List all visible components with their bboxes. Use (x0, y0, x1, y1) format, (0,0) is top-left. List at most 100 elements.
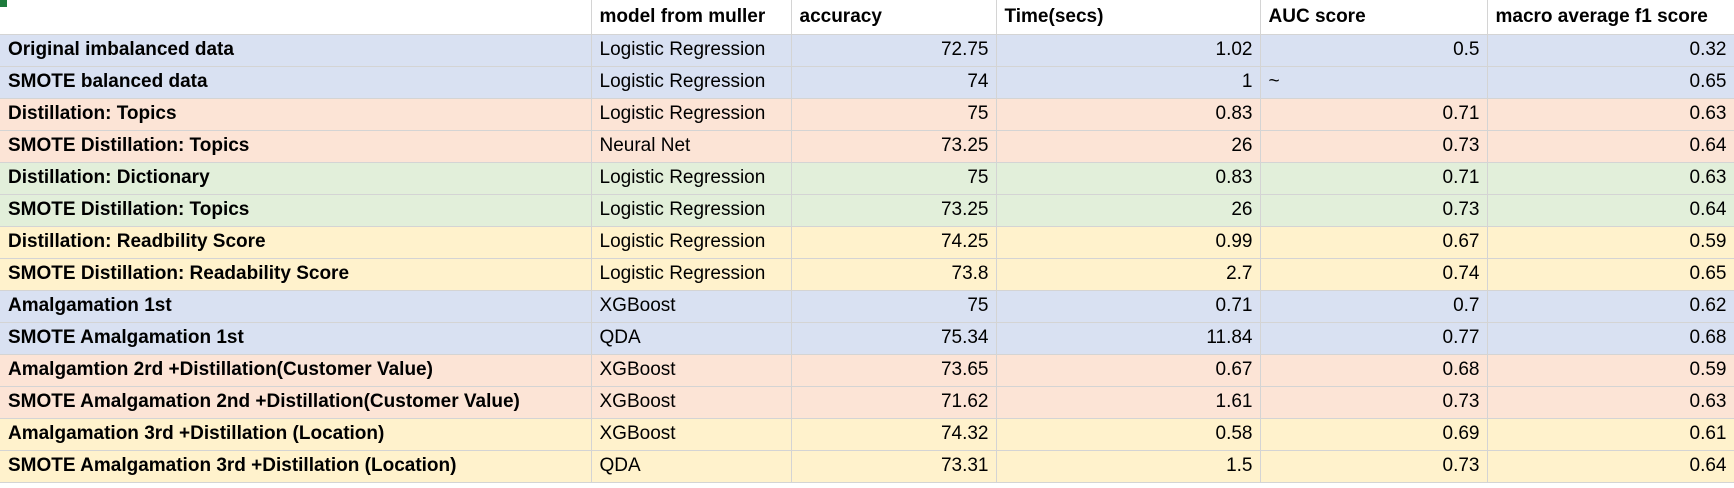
cell-accuracy[interactable]: 75.34 (791, 322, 997, 355)
table-row: Amalgamation 1st XGBoost 75 0.71 0.7 0.62 (0, 290, 1734, 323)
cell-accuracy[interactable]: 74.32 (791, 418, 997, 451)
cell-model[interactable]: XGBoost (591, 290, 792, 323)
cell-experiment-name[interactable]: SMOTE Distillation: Readability Score (0, 258, 592, 291)
cell-experiment-name[interactable]: Distillation: Readbility Score (0, 226, 592, 259)
cell-accuracy[interactable]: 74 (791, 66, 997, 99)
cell-f1[interactable]: 0.63 (1487, 386, 1734, 419)
cell-time[interactable]: 0.58 (996, 418, 1261, 451)
cell-auc[interactable]: 0.73 (1260, 194, 1488, 227)
cell-f1[interactable]: 0.63 (1487, 98, 1734, 131)
cell-model[interactable]: Logistic Regression (591, 66, 792, 99)
cell-experiment-name[interactable]: SMOTE Amalgamation 3rd +Distillation (Lo… (0, 450, 592, 483)
cell-f1[interactable]: 0.64 (1487, 130, 1734, 163)
table-row: SMOTE Distillation: Topics Logistic Regre… (0, 194, 1734, 227)
cell-model[interactable]: Logistic Regression (591, 98, 792, 131)
cell-f1[interactable]: 0.59 (1487, 226, 1734, 259)
header-cell-name[interactable] (0, 0, 592, 35)
cell-f1[interactable]: 0.68 (1487, 322, 1734, 355)
cell-auc[interactable]: 0.73 (1260, 386, 1488, 419)
cell-experiment-name[interactable]: Amalgamation 1st (0, 290, 592, 323)
cell-time[interactable]: 0.83 (996, 98, 1261, 131)
cell-model[interactable]: Logistic Regression (591, 162, 792, 195)
cell-model[interactable]: Logistic Regression (591, 194, 792, 227)
cell-experiment-name[interactable]: Amalgamtion 2rd +Distillation(Customer V… (0, 354, 592, 387)
cell-model[interactable]: Neural Net (591, 130, 792, 163)
cell-f1[interactable]: 0.61 (1487, 418, 1734, 451)
cell-time[interactable]: 0.83 (996, 162, 1261, 195)
cell-experiment-name[interactable]: Amalgamation 3rd +Distillation (Location… (0, 418, 592, 451)
cell-f1[interactable]: 0.64 (1487, 450, 1734, 483)
cell-f1[interactable]: 0.62 (1487, 290, 1734, 323)
cell-accuracy[interactable]: 73.31 (791, 450, 997, 483)
cell-time[interactable]: 1.5 (996, 450, 1261, 483)
table-row: Original imbalanced data Logistic Regress… (0, 34, 1734, 67)
cell-time[interactable]: 2.7 (996, 258, 1261, 291)
cell-f1[interactable]: 0.32 (1487, 34, 1734, 67)
cell-time[interactable]: 0.99 (996, 226, 1261, 259)
cell-auc[interactable]: 0.73 (1260, 450, 1488, 483)
cell-experiment-name[interactable]: SMOTE balanced data (0, 66, 592, 99)
header-cell-accuracy[interactable]: accuracy (791, 0, 997, 35)
cell-f1[interactable]: 0.63 (1487, 162, 1734, 195)
cell-accuracy[interactable]: 73.8 (791, 258, 997, 291)
cell-auc[interactable]: 0.71 (1260, 162, 1488, 195)
cell-model[interactable]: QDA (591, 322, 792, 355)
cell-accuracy[interactable]: 74.25 (791, 226, 997, 259)
cell-auc-note: ~ (1268, 71, 1280, 92)
cell-auc[interactable]: 0.7 (1260, 290, 1488, 323)
cell-f1[interactable]: 0.65 (1487, 258, 1734, 291)
table-row: Distillation: Topics Logistic Regression 7… (0, 98, 1734, 131)
cell-auc[interactable]: 0.5 (1260, 34, 1488, 67)
cell-accuracy[interactable]: 73.25 (791, 194, 997, 227)
table-row: SMOTE Distillation: Topics Neural Net 73.2… (0, 130, 1734, 163)
cell-experiment-name[interactable]: Distillation: Topics (0, 98, 592, 131)
cell-time[interactable]: 0.67 (996, 354, 1261, 387)
cell-accuracy[interactable]: 72.75 (791, 34, 997, 67)
cell-auc[interactable]: 0.68 (1260, 354, 1488, 387)
header-cell-time[interactable]: Time(secs) (996, 0, 1261, 35)
table-row: Distillation: Dictionary Logistic Regress… (0, 162, 1734, 195)
cell-auc[interactable]: 0.69 (1260, 418, 1488, 451)
cell-experiment-name[interactable]: SMOTE Amalgamation 1st (0, 322, 592, 355)
cell-time[interactable]: 1.02 (996, 34, 1261, 67)
cell-f1[interactable]: 0.64 (1487, 194, 1734, 227)
cell-time[interactable]: 0.71 (996, 290, 1261, 323)
cell-model[interactable]: Logistic Regression (591, 226, 792, 259)
header-cell-f1[interactable]: macro average f1 score (1487, 0, 1734, 35)
cell-model[interactable]: Logistic Regression (591, 34, 792, 67)
cell-f1[interactable]: 0.65 (1487, 66, 1734, 99)
header-cell-auc[interactable]: AUC score (1260, 0, 1488, 35)
cell-auc[interactable]: 0.71 (1260, 98, 1488, 131)
cell-model[interactable]: Logistic Regression (591, 258, 792, 291)
cell-f1[interactable]: 0.59 (1487, 354, 1734, 387)
cell-accuracy[interactable]: 73.65 (791, 354, 997, 387)
cell-model[interactable]: QDA (591, 450, 792, 483)
table-row: SMOTE Distillation: Readability Score Log… (0, 258, 1734, 291)
cell-time[interactable]: 1.61 (996, 386, 1261, 419)
cell-auc[interactable]: 0.73 (1260, 130, 1488, 163)
cell-accuracy[interactable]: 75 (791, 162, 997, 195)
table-row: SMOTE Amalgamation 1st QDA 75.34 11.84 0.77 0… (0, 322, 1734, 355)
cell-model[interactable]: XGBoost (591, 418, 792, 451)
cell-auc[interactable]: ~ (1260, 66, 1488, 99)
table-row: Amalgamation 3rd +Distillation (Location… (0, 418, 1734, 451)
cell-auc[interactable]: 0.74 (1260, 258, 1488, 291)
cell-time[interactable]: 11.84 (996, 322, 1261, 355)
cell-experiment-name[interactable]: Distillation: Dictionary (0, 162, 592, 195)
cell-accuracy[interactable]: 75 (791, 98, 997, 131)
cell-auc[interactable]: 0.67 (1260, 226, 1488, 259)
cell-accuracy[interactable]: 71.62 (791, 386, 997, 419)
cell-time[interactable]: 26 (996, 194, 1261, 227)
cell-experiment-name[interactable]: SMOTE Distillation: Topics (0, 194, 592, 227)
cell-model[interactable]: XGBoost (591, 386, 792, 419)
cell-accuracy[interactable]: 73.25 (791, 130, 997, 163)
header-cell-model[interactable]: model from muller (591, 0, 792, 35)
cell-experiment-name[interactable]: SMOTE Amalgamation 2nd +Distillation(Cus… (0, 386, 592, 419)
cell-time[interactable]: 26 (996, 130, 1261, 163)
cell-time[interactable]: 1 (996, 66, 1261, 99)
cell-auc[interactable]: 0.77 (1260, 322, 1488, 355)
cell-experiment-name[interactable]: Original imbalanced data (0, 34, 592, 67)
cell-experiment-name[interactable]: SMOTE Distillation: Topics (0, 130, 592, 163)
cell-accuracy[interactable]: 75 (791, 290, 997, 323)
cell-model[interactable]: XGBoost (591, 354, 792, 387)
